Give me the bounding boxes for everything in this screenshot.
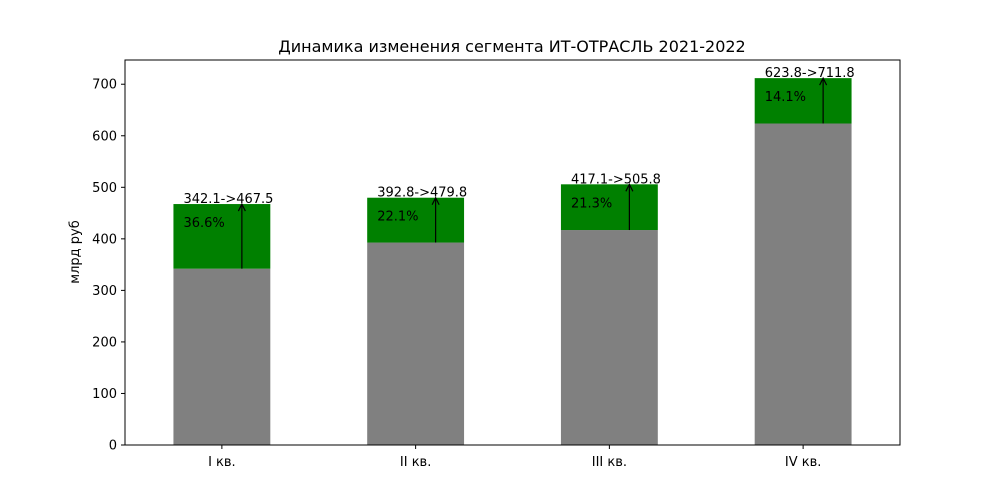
change-arrow-head-2 [431, 196, 440, 205]
y-tick-label-6: 500 [92, 181, 117, 196]
bar-segment-1-3 [560, 230, 658, 445]
bar-value-label-4: 623.8->711.8 [765, 66, 855, 81]
y-tick-label-2: 100 [92, 387, 117, 402]
bar-segment-1-1 [173, 268, 271, 445]
x-tick-label-4: IV кв. [785, 455, 822, 470]
x-tick-label-1: I кв. [208, 455, 236, 470]
y-tick-label-1: 0 [109, 439, 117, 454]
percent-label-2: 22.1% [377, 210, 418, 225]
y-tick-label-3: 200 [92, 335, 117, 350]
percent-label-3: 21.3% [571, 196, 612, 211]
bar-segment-1-2 [367, 242, 465, 445]
change-arrow-head-1 [237, 202, 246, 212]
x-tick-label-3: III кв. [592, 455, 627, 470]
bar-segment-2-4 [754, 78, 852, 124]
change-arrow-head-4 [819, 76, 828, 86]
bar-segment-2-3 [560, 184, 658, 231]
plot-area: 342.1->467.5 36.6% I кв. 392.8->479.8 22.1% I… [92, 59, 901, 470]
percent-label-1: 36.6% [183, 216, 224, 231]
bar-segment-2-2 [367, 197, 465, 243]
y-tick-label-5: 400 [92, 232, 117, 247]
bar-segment-1-4 [754, 123, 852, 446]
bar-value-label-1: 342.1->467.5 [183, 192, 273, 207]
bar-value-label-3: 417.1->505.8 [571, 172, 661, 187]
y-tick-label-4: 300 [92, 284, 117, 299]
y-tick-label-8: 700 [92, 78, 117, 93]
bar-segment-2-1 [173, 204, 271, 269]
percent-label-4: 14.1% [765, 90, 806, 105]
chart-title: Динамика изменения сегмента ИТ-ОТРАСЛЬ 2… [278, 37, 745, 56]
change-arrow-head-3 [625, 182, 634, 192]
bar-value-label-2: 392.8->479.8 [377, 186, 467, 201]
plot-frame [124, 59, 901, 446]
y-tick-label-7: 600 [92, 129, 117, 144]
y-axis-label: млрд руб [68, 220, 83, 283]
x-tick-label-2: II кв. [400, 455, 431, 470]
